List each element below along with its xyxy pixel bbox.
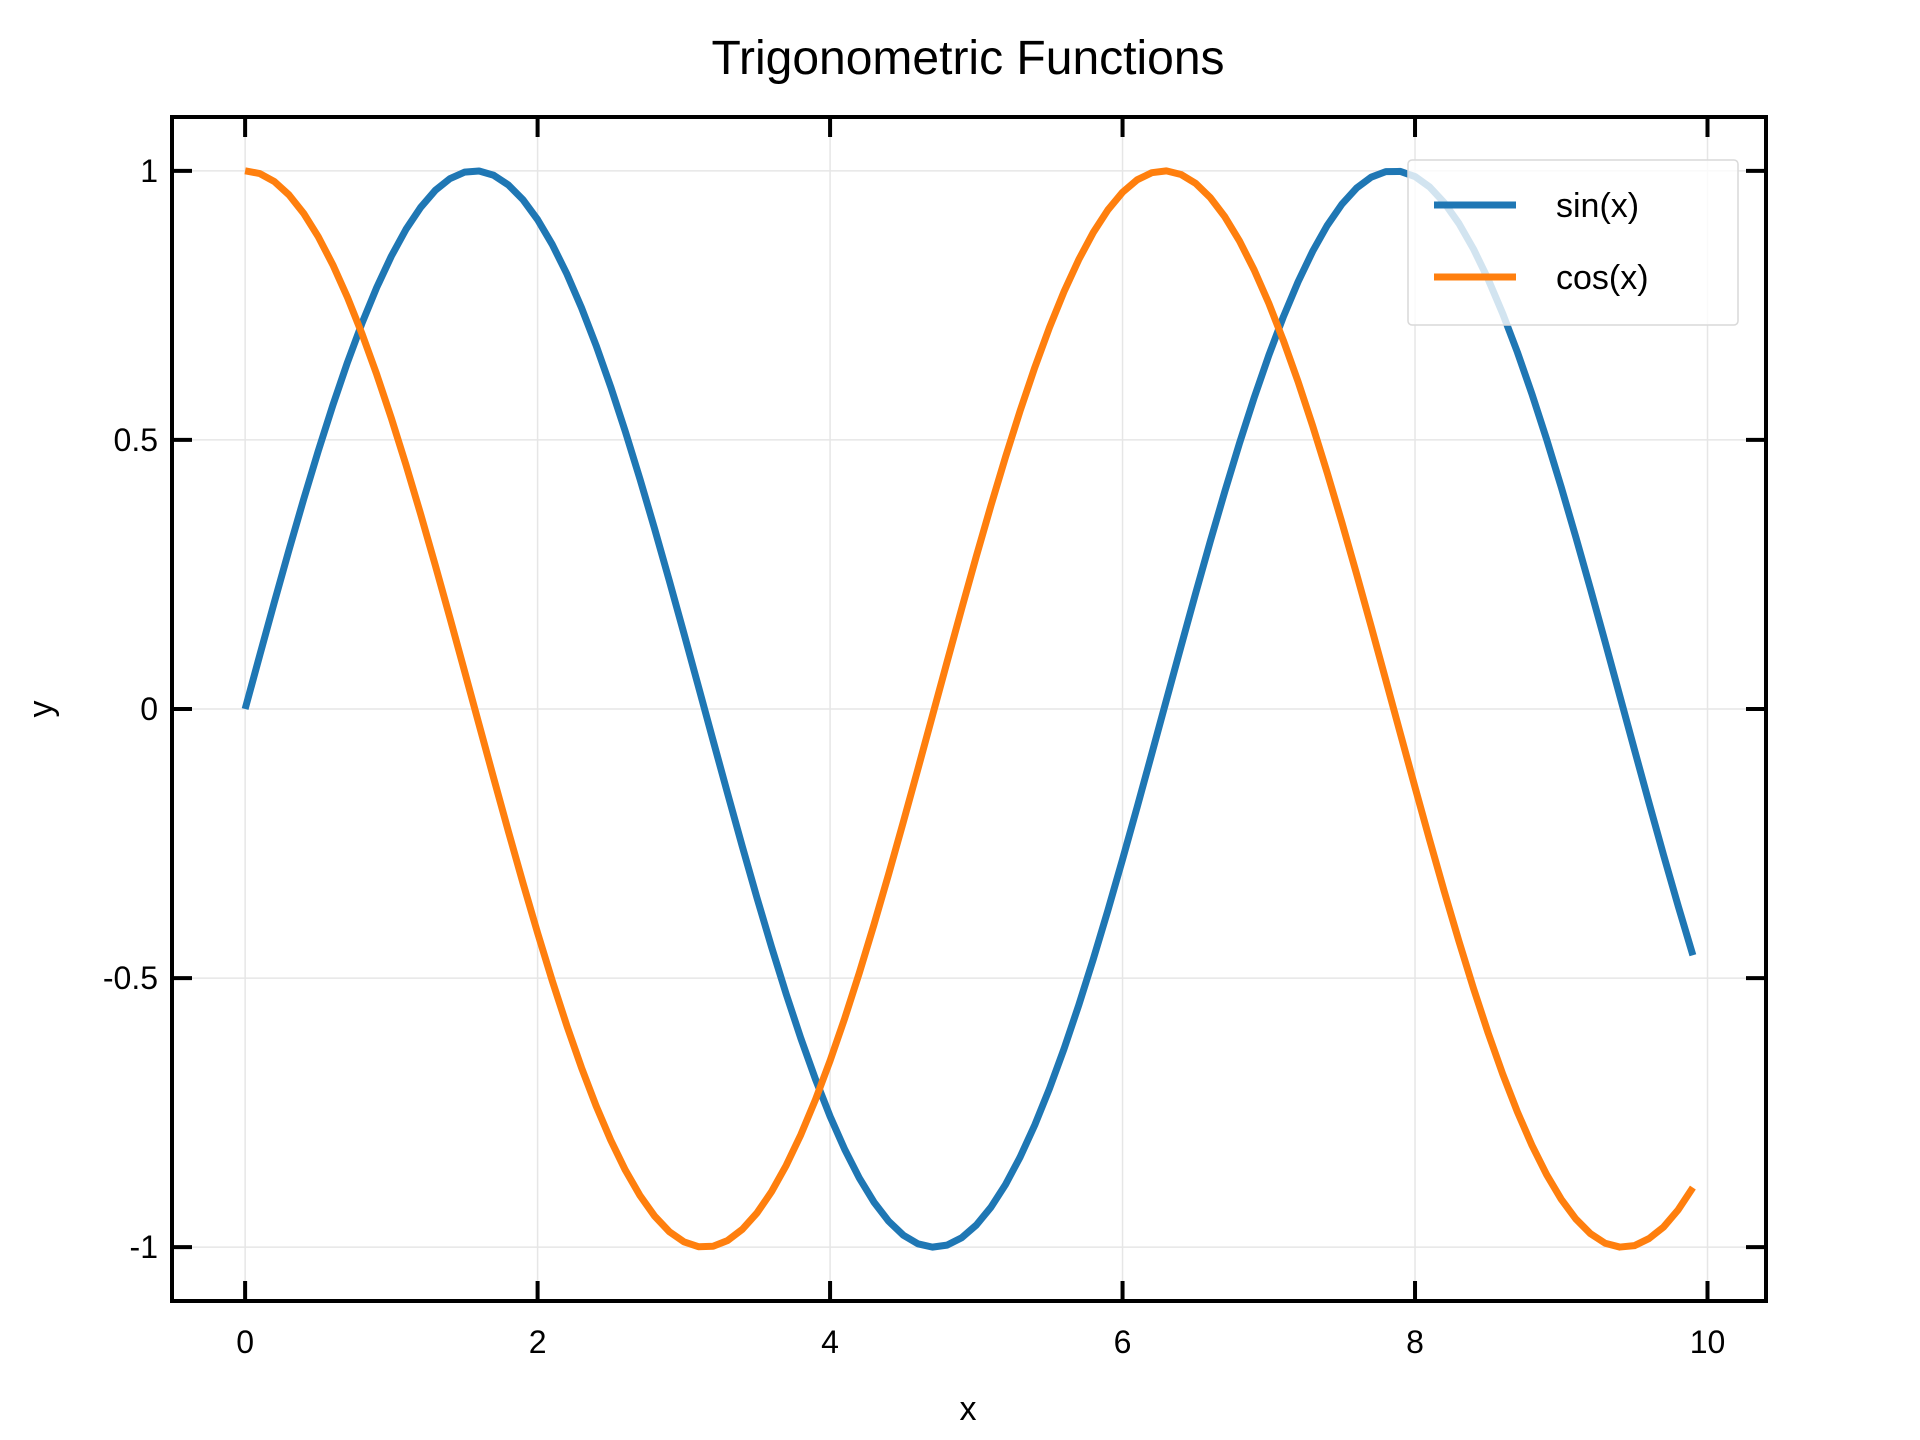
chart-title: Trigonometric Functions — [711, 32, 1224, 85]
x-tick-label: 2 — [529, 1324, 547, 1360]
x-tick-label: 6 — [1114, 1324, 1132, 1360]
x-tick-label: 8 — [1406, 1324, 1424, 1360]
ticks: 0 2 4 6 8 10 -1 -0.5 0 0.5 1 — [103, 117, 1766, 1360]
y-tick-label: -1 — [130, 1229, 158, 1265]
legend-label-0: sin(x) — [1556, 187, 1639, 225]
y-tick-label: 0.5 — [114, 422, 158, 458]
x-tick-label: 10 — [1690, 1324, 1726, 1360]
y-tick-label: 0 — [140, 691, 158, 727]
y-axis-label: y — [22, 701, 60, 718]
x-axis-label: x — [960, 1390, 977, 1428]
series-line-1 — [244, 167, 1696, 1251]
legend: sin(x) cos(x) — [1407, 159, 1739, 326]
legend-box — [1407, 159, 1739, 326]
y-tick-label: 1 — [140, 153, 158, 189]
x-tick-label: 0 — [236, 1324, 254, 1360]
legend-label-1: cos(x) — [1556, 259, 1649, 297]
y-tick-label: -0.5 — [103, 960, 158, 996]
x-tick-label: 4 — [821, 1324, 839, 1360]
